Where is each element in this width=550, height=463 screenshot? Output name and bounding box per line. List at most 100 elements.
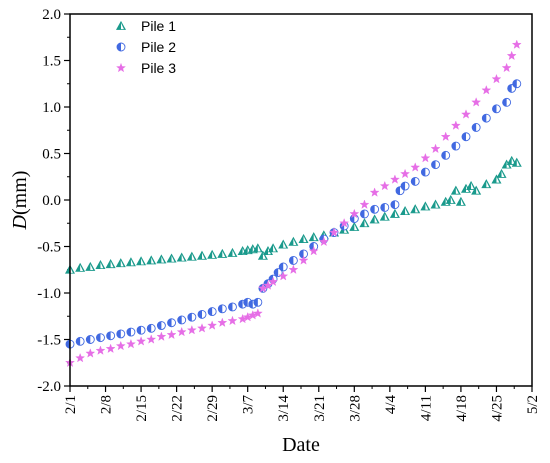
data-point [125,257,136,267]
ticks-layer: -2.0 -1.5 -1.0 -0.5 0.0 0.5 1.0 1.5 2.0 2/1 2/8 2/1… [37,7,541,422]
data-point [441,150,451,160]
data-point [390,200,400,210]
data-point [105,343,116,353]
x-tick-label: 5/2 [525,395,541,414]
y-tick-label: -1.5 [37,333,61,349]
data-point [166,329,177,340]
data-point [126,327,136,337]
data-point [207,307,217,317]
data-point [146,255,157,265]
data-point [430,143,441,154]
data-point [186,251,197,261]
data-point [410,204,421,214]
data-point [359,218,370,228]
data-point [273,268,283,277]
plot-frame [69,13,533,387]
data-point [106,331,116,341]
data-point [288,236,299,246]
data-point [156,321,166,330]
data-point [156,331,167,341]
data-point [268,276,279,287]
data-point [349,221,360,231]
data-point [506,50,517,61]
data-point [288,256,298,265]
data-point [96,333,105,343]
y-tick-label: 1.5 [42,54,61,70]
data-point [217,248,228,258]
data-point [95,259,106,270]
data-point [481,85,492,95]
legend-label-pile-2: Pile 2 [141,39,176,55]
x-tick-label: 4/4 [383,395,399,415]
y-tick-label: 0.0 [42,193,61,209]
data-point [299,249,308,259]
data-point [308,245,319,256]
data-point [481,179,492,189]
y-tick-label: -1.0 [37,286,61,302]
data-point [502,97,512,107]
data-point [252,308,263,318]
series-pile-2 [65,79,522,349]
x-tick-label: 3/28 [347,395,363,422]
data-point [450,120,461,130]
data-point [196,250,208,260]
legend-label-pile-3: Pile 3 [141,60,176,76]
data-point [85,261,96,271]
data-point [217,304,227,314]
data-point [491,174,502,184]
data-point [116,329,126,339]
x-tick-label: 4/18 [454,395,470,422]
x-axis-title: Date [282,434,320,456]
data-point [445,194,456,204]
data-point [187,312,197,322]
data-point [501,62,512,73]
data-point [115,258,126,268]
y-tick-label: 1.0 [42,100,61,116]
data-point [471,97,482,107]
data-point [369,187,380,197]
data-point [207,249,218,259]
data-point [288,264,299,274]
data-point [85,335,95,344]
data-point [471,123,481,132]
data-point [420,167,430,177]
data-point [400,206,411,216]
data-point [278,239,289,249]
data-point [481,113,491,123]
data-point [298,255,309,265]
data-point [506,155,517,165]
data-point [197,309,207,319]
data-point [85,348,96,358]
data-point [329,227,339,237]
data-point [471,185,482,195]
legend-marker-pile-2 [116,42,126,52]
data-point [268,243,279,253]
x-tick-label: 4/25 [489,395,505,422]
legend: Pile 1 Pile 2 Pile 3 [115,18,176,76]
data-point [430,199,441,209]
data-point [167,318,176,328]
data-point [369,214,380,224]
x-tick-label: 3/7 [241,395,257,415]
data-point [252,243,263,253]
data-point [125,338,136,349]
data-point [379,180,390,191]
data-point [410,162,421,172]
data-point [146,323,156,333]
data-point [105,259,116,269]
data-point [420,201,431,211]
data-point [253,297,263,307]
data-point [95,345,106,355]
data-point [228,302,237,312]
data-point [450,185,461,195]
data-point [115,340,126,351]
data-point [491,73,502,84]
legend-marker-pile-1 [115,20,127,30]
data-point [217,317,228,327]
data-point [186,325,197,335]
data-point [511,39,522,49]
x-tick-label: 2/29 [205,395,221,422]
series-pile-3 [65,39,522,367]
data-point [156,254,167,264]
